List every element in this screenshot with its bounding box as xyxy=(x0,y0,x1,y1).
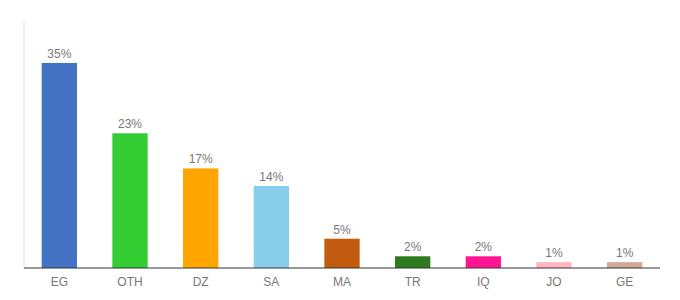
bars xyxy=(42,63,643,268)
bar xyxy=(466,256,501,268)
bar xyxy=(254,186,289,268)
data-label: 2% xyxy=(404,240,422,254)
data-label: 2% xyxy=(475,240,493,254)
bar xyxy=(42,63,77,268)
x-tick-label: TR xyxy=(405,275,421,289)
data-labels: 35% 23% 17% 14% 5% 2% 2% 1% 1% xyxy=(47,47,633,260)
data-label: 17% xyxy=(189,152,213,166)
x-tick-label: GE xyxy=(616,275,633,289)
data-label: 23% xyxy=(118,117,142,131)
x-axis-line xyxy=(24,268,660,269)
data-label: 14% xyxy=(259,170,283,184)
data-label: 1% xyxy=(545,246,563,260)
y-range-line xyxy=(24,22,25,268)
bar xyxy=(324,239,359,268)
bar xyxy=(536,262,571,268)
x-tick-label: OTH xyxy=(117,275,142,289)
data-label: 5% xyxy=(333,223,351,237)
x-tick-label: EG xyxy=(51,275,68,289)
chart-container: 35% 23% 17% 14% 5% 2% 2% 1% 1% EG OTH DZ SA MA TR IQ JO G… xyxy=(0,0,680,300)
bar xyxy=(112,133,147,268)
data-label: 1% xyxy=(616,246,634,260)
data-label: 35% xyxy=(47,47,71,61)
chart: 35% 23% 17% 14% 5% 2% 2% 1% 1% EG OTH DZ SA MA TR IQ JO G… xyxy=(0,0,680,300)
x-tick-labels: EG OTH DZ SA MA TR IQ JO GE xyxy=(51,275,634,289)
x-tick-label: SA xyxy=(263,275,279,289)
x-tick-label: DZ xyxy=(193,275,209,289)
bar xyxy=(607,262,642,268)
bar xyxy=(183,168,218,268)
x-tick-label: JO xyxy=(546,275,561,289)
x-tick-label: IQ xyxy=(477,275,490,289)
x-tick-label: MA xyxy=(333,275,351,289)
bar xyxy=(395,256,430,268)
